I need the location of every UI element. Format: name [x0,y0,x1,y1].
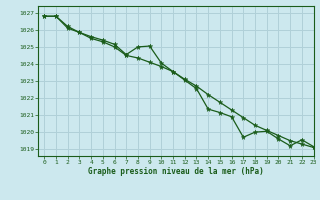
X-axis label: Graphe pression niveau de la mer (hPa): Graphe pression niveau de la mer (hPa) [88,167,264,176]
